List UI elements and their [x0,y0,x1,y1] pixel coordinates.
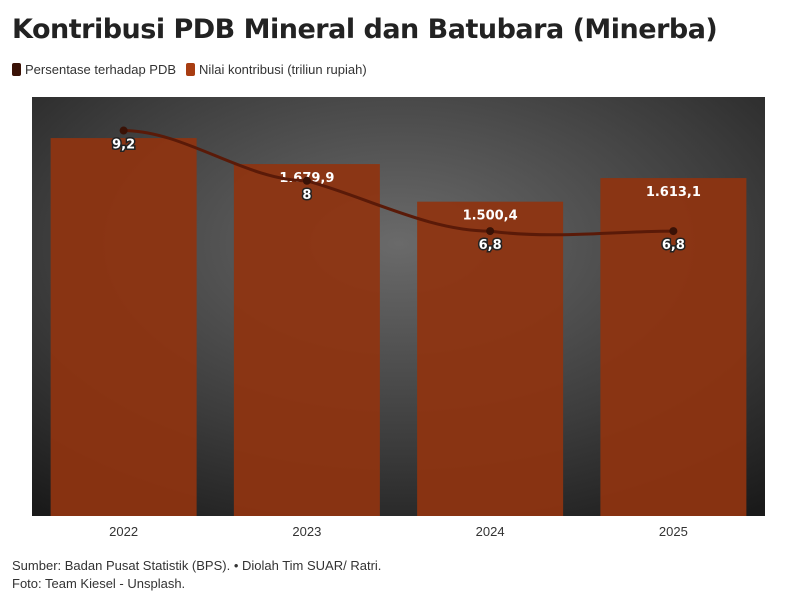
line-point-2025 [669,227,678,236]
bar-label-2025: 1.613,1 [646,185,701,200]
bar-2024 [417,201,564,516]
x-tick-2025: 2025 [659,524,688,539]
line-point-2022 [119,126,128,135]
x-tick-2024: 2024 [476,524,505,539]
legend-item-bar: Nilai kontribusi (triliun rupiah) [186,62,367,77]
x-tick-2023: 2023 [292,524,321,539]
line-label-2024: 6,8 [479,238,502,253]
legend: Persentase terhadap PDB Nilai kontribusi… [12,62,367,77]
line-persentase [123,129,674,237]
source-note: Sumber: Badan Pusat Statistik (BPS). • D… [12,558,382,573]
photo-credit: Foto: Team Kiesel - Unsplash. [12,576,186,591]
bar-2022 [50,138,197,516]
legend-label: Nilai kontribusi (triliun rupiah) [199,62,367,77]
legend-label: Persentase terhadap PDB [25,62,177,77]
chart-title: Kontribusi PDB Mineral dan Batubara (Min… [12,14,718,45]
line-label-2022: 9,2 [112,138,135,153]
bar-label-2024: 1.500,4 [463,209,518,224]
line-label-2025: 6,8 [662,238,685,253]
legend-swatch [12,63,21,76]
legend-item-line: Persentase terhadap PDB [12,62,176,77]
footnote: Sumber: Badan Pusat Statistik (BPS). • D… [12,557,381,593]
bar-2023 [233,164,380,516]
legend-swatch [186,63,196,76]
line-point-2024 [486,227,495,236]
line-label-2023: 8 [302,188,311,203]
line-point-2023 [302,176,311,185]
x-tick-2022: 2022 [109,524,138,539]
